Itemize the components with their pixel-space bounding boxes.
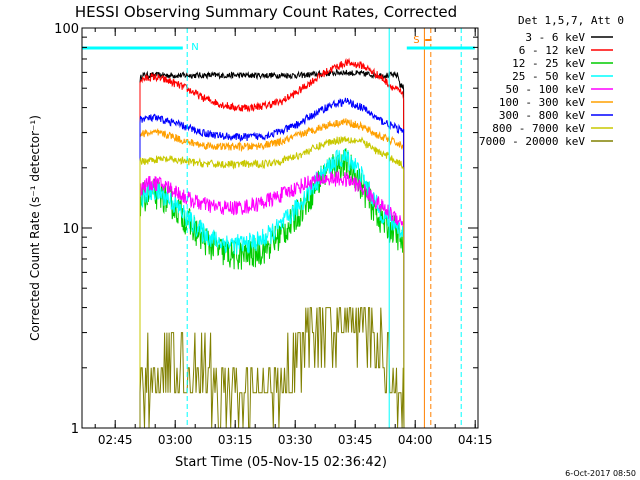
x-axis-label: Start Time (05-Nov-15 02:36:42): [175, 455, 387, 470]
marker-layer: NS: [82, 28, 475, 428]
axes-layer: 02:45 03:00 03:15 03:30 03:45 04:00 04:15 1 10 10…: [54, 22, 492, 447]
legend-label: 12 - 25 keV: [512, 57, 585, 70]
footer-timestamp: 6-Oct-2017 08:50: [565, 469, 636, 478]
y-axis-label: Corrected Count Rate (s⁻¹ detector⁻¹): [28, 115, 42, 341]
y-tick-label: 1: [71, 422, 79, 437]
x-tick-label: 04:15: [458, 433, 493, 447]
legend-label: 50 - 100 keV: [506, 83, 586, 96]
legend-header: Det 1,5,7, Att 0: [518, 14, 624, 27]
y-tick-label: 100: [54, 22, 79, 37]
series-line-7: [139, 97, 405, 429]
legend-label: 25 - 50 keV: [512, 70, 585, 83]
legend-label: 300 - 800 keV: [499, 109, 585, 122]
x-tick-label: 02:45: [98, 433, 133, 447]
legend-label: 6 - 12 keV: [519, 44, 586, 57]
series-line-4: [139, 149, 405, 429]
night-marker-label: N: [191, 42, 198, 53]
x-tick-label: 03:15: [218, 433, 253, 447]
x-tick-label: 03:00: [158, 433, 193, 447]
legend-label: 7000 - 20000 keV: [479, 135, 585, 148]
legend-label: 800 - 7000 keV: [492, 122, 585, 135]
series-line-2: [139, 57, 405, 429]
series-layer: [139, 57, 405, 429]
y-tick-label: 10: [62, 222, 79, 237]
chart-title: HESSI Observing Summary Count Rates, Cor…: [75, 3, 457, 21]
legend-label: 100 - 300 keV: [499, 96, 585, 109]
series-line-1: [139, 68, 405, 429]
series-line-6: [139, 118, 405, 429]
x-tick-label: 03:30: [278, 433, 313, 447]
x-tick-label: 03:45: [338, 433, 373, 447]
series-line-9: [139, 307, 405, 429]
series-line-5: [139, 170, 405, 429]
saa-marker-label: S: [413, 35, 419, 46]
x-tick-label: 04:00: [398, 433, 433, 447]
legend-label: 3 - 6 keV: [525, 31, 585, 44]
series-line-8: [139, 135, 405, 429]
